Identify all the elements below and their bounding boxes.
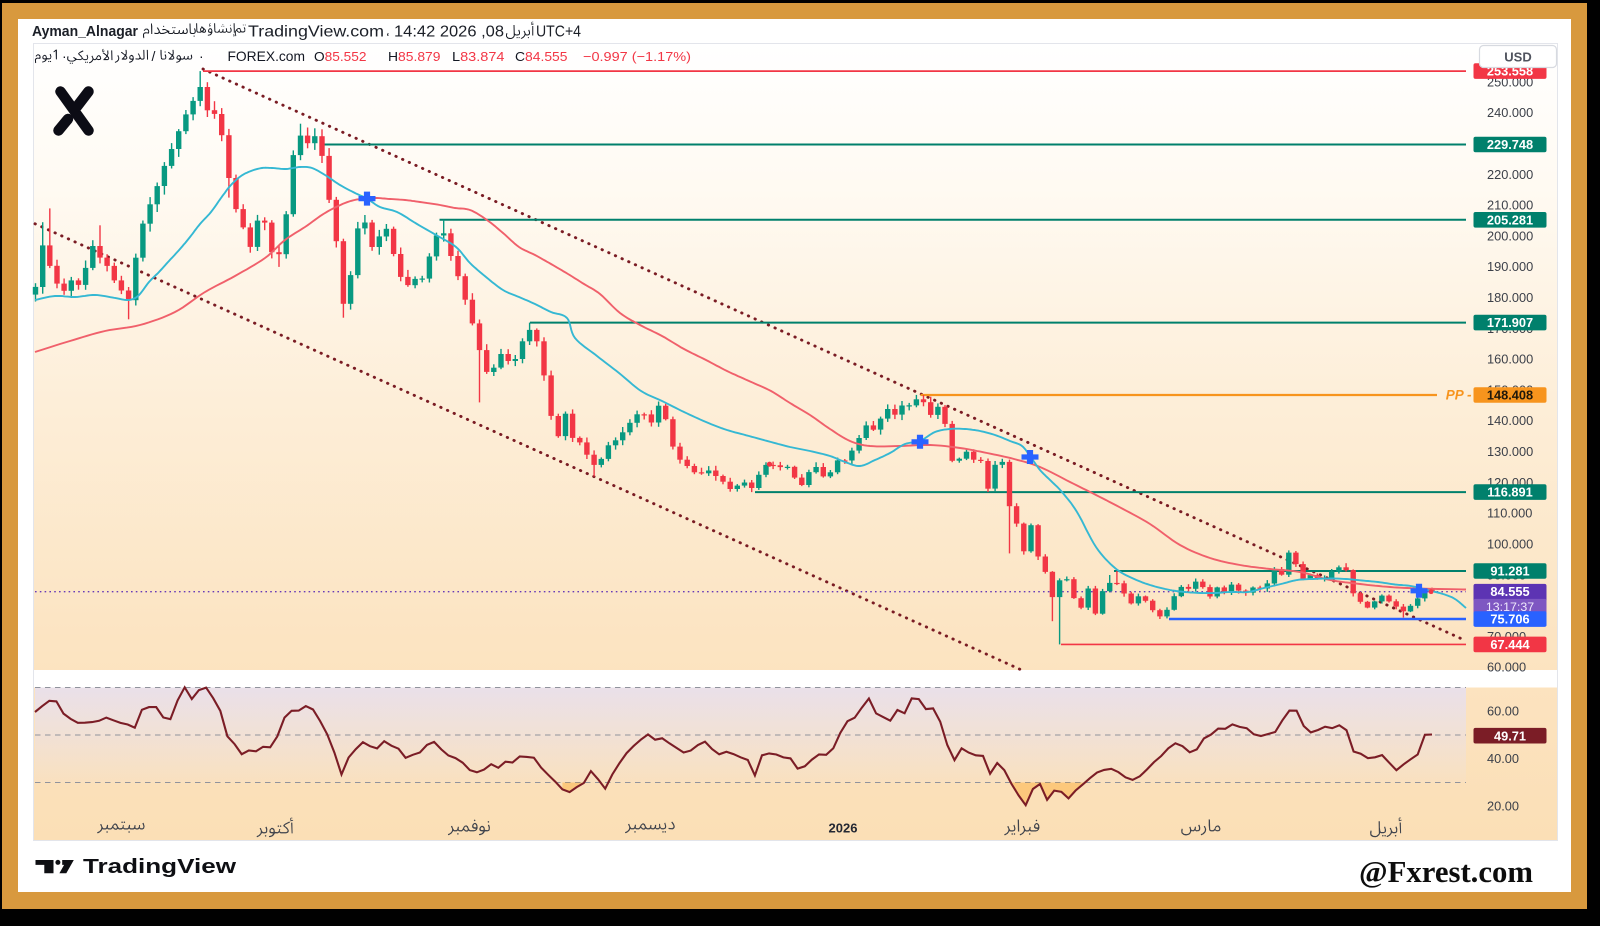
svg-text:67.444: 67.444 [1490, 637, 1530, 652]
svg-text:60.000: 60.000 [1487, 660, 1526, 675]
svg-text:84.555: 84.555 [1490, 584, 1529, 599]
svg-text:190.000: 190.000 [1487, 259, 1533, 274]
svg-text:·: · [199, 48, 204, 64]
svg-text:91.281: 91.281 [1490, 564, 1529, 579]
svg-text:C84.555: C84.555 [515, 49, 568, 64]
svg-text:140.000: 140.000 [1487, 413, 1533, 428]
svg-text:/: / [152, 48, 156, 64]
svg-text:TradingView.com: TradingView.com [248, 24, 384, 41]
svg-text:49.71: 49.71 [1494, 728, 1526, 743]
svg-text:PP -: PP - [1446, 388, 1472, 403]
svg-text:229.748: 229.748 [1487, 137, 1533, 152]
svg-text:Ayman_Alnagar: Ayman_Alnagar [32, 24, 138, 40]
svg-text:USD: USD [1504, 50, 1531, 65]
svg-text:O85.552: O85.552 [314, 49, 367, 64]
svg-text:−0.997 (−1.17%): −0.997 (−1.17%) [583, 49, 691, 64]
svg-text:171.907: 171.907 [1487, 315, 1533, 330]
svg-text:240.000: 240.000 [1487, 105, 1533, 120]
svg-text:160.000: 160.000 [1487, 352, 1533, 367]
svg-text:100.000: 100.000 [1487, 537, 1533, 552]
svg-text:FOREX.com: FOREX.com [228, 48, 306, 64]
svg-text:116.891: 116.891 [1487, 485, 1533, 500]
svg-text:14:42 2026 ,08: 14:42 2026 ,08 [394, 24, 504, 41]
svg-text:220.000: 220.000 [1487, 167, 1533, 182]
svg-text:110.000: 110.000 [1487, 506, 1532, 521]
svg-text:130.000: 130.000 [1487, 444, 1533, 459]
svg-text:40.00: 40.00 [1487, 751, 1519, 766]
svg-text:200.000: 200.000 [1487, 228, 1533, 243]
svg-text:TradingView: TradingView [83, 856, 237, 878]
svg-text:75.706: 75.706 [1490, 612, 1529, 627]
svg-text:·: · [62, 48, 67, 64]
svg-text:L83.874: L83.874 [452, 49, 505, 64]
svg-text:60.00: 60.00 [1487, 704, 1519, 719]
svg-text:210.000: 210.000 [1487, 198, 1533, 213]
svg-text:@Fxrest.com: @Fxrest.com [1359, 854, 1533, 889]
svg-text:180.000: 180.000 [1487, 290, 1533, 305]
svg-text:UTC+4: UTC+4 [536, 24, 581, 41]
svg-text:H85.879: H85.879 [388, 49, 441, 64]
svg-text:20.00: 20.00 [1487, 799, 1519, 814]
svg-text:13:17:37: 13:17:37 [1486, 600, 1534, 614]
svg-text:2026: 2026 [829, 821, 858, 836]
svg-text:148.408: 148.408 [1487, 388, 1533, 403]
svg-text:205.281: 205.281 [1487, 212, 1533, 227]
